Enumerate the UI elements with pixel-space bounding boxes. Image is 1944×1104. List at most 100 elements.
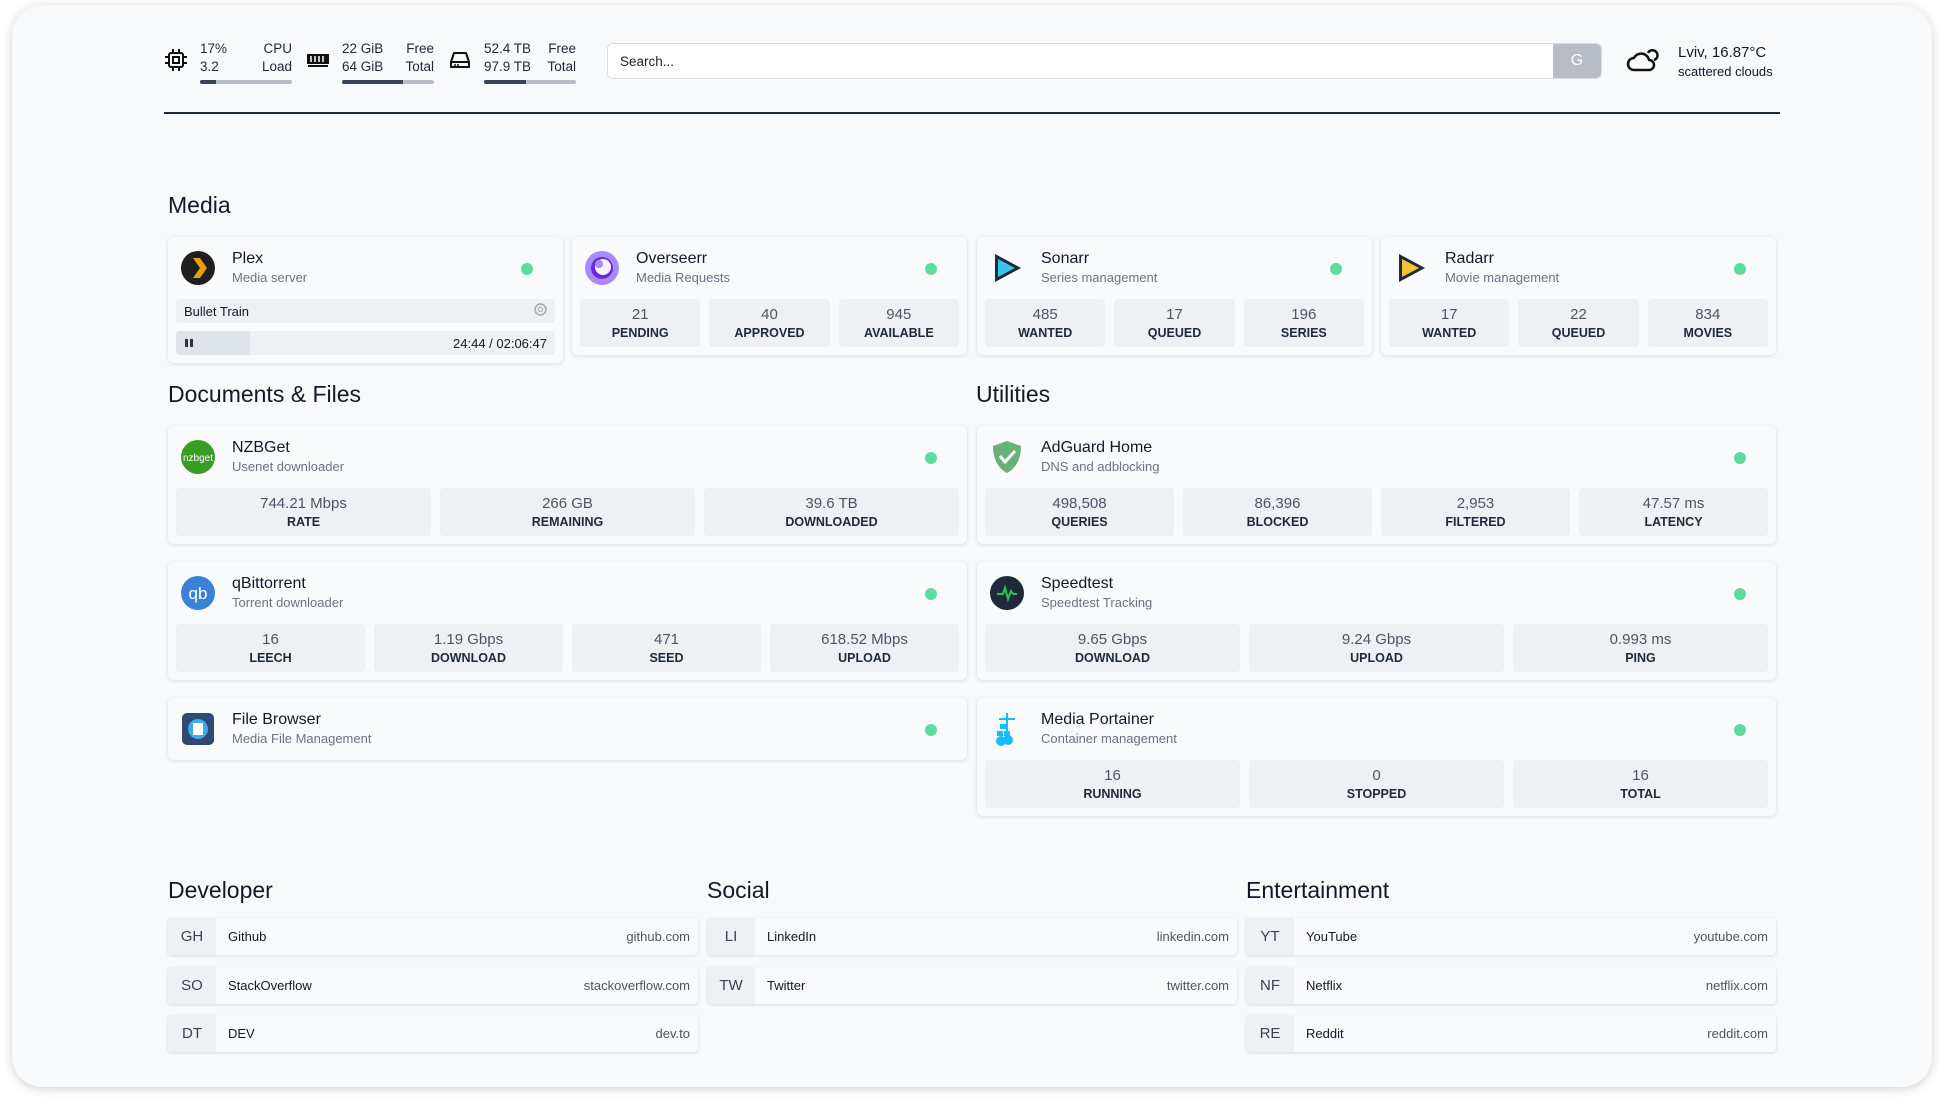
service-title: qBittorrent (232, 575, 306, 592)
service-title: Overseerr (636, 250, 708, 267)
service-subtitle: Media File Management (232, 731, 372, 746)
stat-total: 16 TOTAL (1513, 760, 1768, 808)
stat-available: 945 AVAILABLE (838, 299, 959, 347)
stats-row: 17 WANTED 22 QUEUED 834 MOVIES (1389, 299, 1768, 347)
cloud-sun-icon (1626, 49, 1659, 72)
status-indicator (1330, 263, 1342, 275)
stat-label: RUNNING (1083, 787, 1142, 801)
bookmark-abbr: SO (168, 967, 216, 1004)
playback-progress[interactable]: 24:44 / 02:06:47 (176, 331, 555, 355)
service-title: Speedtest (1041, 575, 1114, 592)
bookmark-reddit[interactable]: RE Reddit reddit.com (1246, 1015, 1776, 1052)
service-subtitle: DNS and adblocking (1041, 459, 1160, 474)
stat-wanted: 17 WANTED (1389, 299, 1510, 347)
bookmark-name: LinkedIn (767, 929, 817, 944)
radarr-icon (1393, 250, 1429, 286)
stats-row: 744.21 Mbps RATE 266 GB REMAINING 39.6 TB DOW… (176, 488, 959, 536)
card-header: Speedtest Speedtest Tracking (985, 570, 1768, 616)
cpu-label: CPU (263, 41, 292, 56)
section-title-documents: Documents & Files (168, 381, 362, 407)
stat-value: 16 (1104, 767, 1121, 784)
stat-value: 22 (1570, 306, 1587, 323)
bookmark-name: Github (228, 929, 267, 944)
stat-label: UPLOAD (838, 651, 891, 665)
search-button[interactable]: G (1553, 44, 1601, 78)
stat-queries: 498,508 QUERIES (985, 488, 1174, 536)
bookmark-twitter[interactable]: TW Twitter twitter.com (707, 967, 1237, 1004)
stat-value: 471 (653, 631, 680, 648)
stat-upload: 9.24 Gbps UPLOAD (1249, 624, 1504, 672)
bookmark-url: reddit.com (1707, 1026, 1768, 1041)
qbittorrent-icon: qb (180, 575, 216, 611)
stats-row: 485 WANTED 17 QUEUED 196 SERIES (985, 299, 1364, 347)
stat-value: 9.24 Gbps (1341, 631, 1412, 648)
plex-icon (180, 250, 216, 286)
bookmark-youtube[interactable]: YT YouTube youtube.com (1246, 918, 1776, 955)
total-label: Total (405, 59, 434, 74)
service-title: Plex (232, 250, 264, 267)
stat-value: 17 (1166, 306, 1183, 323)
service-card-radarr[interactable]: Radarr Movie management 17 WANTED 22 QUEUED 83… (1381, 237, 1776, 355)
stat-queued: 22 QUEUED (1518, 299, 1639, 347)
stat-remaining: 266 GB REMAINING (440, 488, 695, 536)
stat-value: 744.21 Mbps (260, 495, 347, 512)
bookmark-name: StackOverflow (228, 978, 312, 993)
stat-label: LEECH (249, 651, 292, 665)
disk-widget: 52.4 TB Free 97.9 TB Total (448, 40, 576, 84)
service-card-overseerr[interactable]: Overseerr Media Requests 21 PENDING 40 APPROV… (572, 237, 967, 355)
stat-download: 1.19 Gbps DOWNLOAD (374, 624, 563, 672)
stat-value: 618.52 Mbps (821, 631, 908, 648)
service-card-sonarr[interactable]: Sonarr Series management 485 WANTED 17 QUEUED… (977, 237, 1372, 355)
service-card-speedtest[interactable]: Speedtest Speedtest Tracking 9.65 Gbps DOWN… (977, 562, 1776, 680)
stat-value: 0.993 ms (1609, 631, 1672, 648)
service-card-qbittorrent[interactable]: qb qBittorrent Torrent downloader 16 LEECH 1.… (168, 562, 967, 680)
memory-widget: 22 GiB Free 64 GiB Total (306, 40, 434, 84)
service-title: Radarr (1445, 250, 1494, 267)
bookmark-dev[interactable]: DT DEV dev.to (168, 1015, 698, 1052)
service-card-adguard-home[interactable]: AdGuard Home DNS and adblocking 498,508 QUE… (977, 426, 1776, 544)
stat-seed: 471 SEED (572, 624, 761, 672)
disk-icon (450, 52, 470, 68)
pause-icon[interactable] (184, 336, 194, 351)
overseerr-icon (584, 250, 620, 286)
bookmark-url: linkedin.com (1156, 929, 1229, 944)
portainer-icon (989, 711, 1025, 747)
stat-label: PING (1625, 651, 1656, 665)
stat-value: 47.57 ms (1642, 495, 1705, 512)
stat-label: APPROVED (734, 326, 805, 340)
stat-label: LATENCY (1644, 515, 1703, 529)
stat-upload: 618.52 Mbps UPLOAD (770, 624, 959, 672)
progress-fill (176, 331, 250, 355)
file-browser-icon (180, 711, 216, 747)
stat-ping: 0.993 ms PING (1513, 624, 1768, 672)
bookmark-github[interactable]: GH Github github.com (168, 918, 698, 955)
load-label: Load (261, 59, 292, 74)
stat-value: 498,508 (1052, 495, 1107, 512)
status-indicator (1734, 724, 1746, 736)
service-card-plex[interactable]: Plex Media server Bullet Train 24:44 / 02:0… (168, 237, 563, 363)
stat-leech: 16 LEECH (176, 624, 365, 672)
svg-text:nzbget: nzbget (183, 453, 213, 464)
stat-queued: 17 QUEUED (1114, 299, 1235, 347)
stats-row: 9.65 Gbps DOWNLOAD 9.24 Gbps UPLOAD 0.993 ms… (985, 624, 1768, 672)
service-card-media-portainer[interactable]: Media Portainer Container management 16 RUN… (977, 698, 1776, 816)
bookmark-stackoverflow[interactable]: SO StackOverflow stackoverflow.com (168, 967, 698, 1004)
stat-value: 1.19 Gbps (433, 631, 504, 648)
playback-time: 24:44 / 02:06:47 (453, 335, 547, 351)
search-input[interactable] (608, 44, 1553, 78)
settings-icon[interactable] (534, 303, 547, 319)
service-subtitle: Usenet downloader (232, 459, 345, 474)
bookmark-name: Twitter (767, 978, 806, 993)
card-header: Plex Media server (176, 245, 555, 291)
service-card-nzbget[interactable]: nzbget NZBGet Usenet downloader 744.21 Mbps… (168, 426, 967, 544)
stats-row: 16 RUNNING 0 STOPPED 16 TOTAL (985, 760, 1768, 808)
stat-running: 16 RUNNING (985, 760, 1240, 808)
bookmark-url: netflix.com (1705, 978, 1768, 993)
bookmark-linkedin[interactable]: LI LinkedIn linkedin.com (707, 918, 1237, 955)
weather-location: Lviv, 16.87°C (1678, 44, 1767, 61)
service-card-file-browser[interactable]: File Browser Media File Management (168, 698, 967, 760)
status-indicator (925, 724, 937, 736)
header-divider (164, 112, 1780, 114)
bookmark-url: dev.to (655, 1026, 690, 1041)
bookmark-netflix[interactable]: NF Netflix netflix.com (1246, 967, 1776, 1004)
